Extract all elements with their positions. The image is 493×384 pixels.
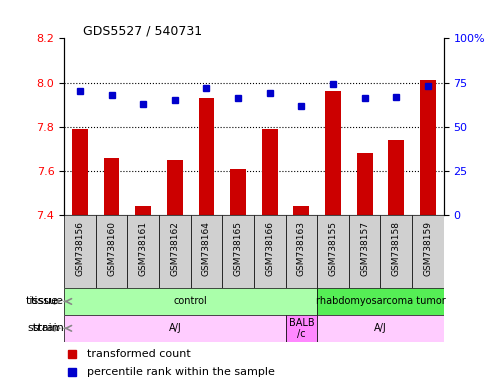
Text: GSM738161: GSM738161: [139, 221, 148, 276]
Bar: [388, 140, 404, 215]
Text: GSM738165: GSM738165: [234, 221, 243, 276]
Text: GSM738157: GSM738157: [360, 221, 369, 276]
Text: strain: strain: [27, 323, 59, 333]
Bar: [199, 98, 214, 215]
Bar: [135, 206, 151, 215]
Bar: [167, 160, 183, 215]
Text: BALB
/c: BALB /c: [288, 318, 314, 339]
Text: tissue: tissue: [31, 296, 64, 306]
Text: transformed count: transformed count: [87, 349, 191, 359]
Bar: [72, 129, 88, 215]
Text: GSM738162: GSM738162: [170, 221, 179, 276]
Bar: [222, 215, 254, 288]
Text: GSM738156: GSM738156: [75, 221, 84, 276]
Text: percentile rank within the sample: percentile rank within the sample: [87, 366, 275, 377]
Text: GSM738158: GSM738158: [392, 221, 401, 276]
Bar: [104, 157, 119, 215]
Bar: [325, 91, 341, 215]
Text: GSM738164: GSM738164: [202, 221, 211, 276]
Bar: [285, 315, 317, 342]
Text: GSM738159: GSM738159: [423, 221, 432, 276]
Bar: [230, 169, 246, 215]
Bar: [420, 80, 436, 215]
Text: GSM738160: GSM738160: [107, 221, 116, 276]
Bar: [262, 129, 278, 215]
Text: control: control: [174, 296, 208, 306]
Bar: [317, 315, 444, 342]
Text: GSM738166: GSM738166: [265, 221, 274, 276]
Bar: [293, 206, 309, 215]
Text: GSM738155: GSM738155: [328, 221, 338, 276]
Bar: [254, 215, 285, 288]
Text: tissue: tissue: [26, 296, 59, 306]
Text: strain: strain: [32, 323, 64, 333]
Bar: [317, 288, 444, 315]
Text: GDS5527 / 540731: GDS5527 / 540731: [83, 24, 202, 37]
Bar: [127, 215, 159, 288]
Bar: [64, 315, 285, 342]
Bar: [64, 288, 317, 315]
Text: GSM738163: GSM738163: [297, 221, 306, 276]
Text: A/J: A/J: [169, 323, 181, 333]
Bar: [381, 215, 412, 288]
Bar: [285, 215, 317, 288]
Text: rhabdomyosarcoma tumor: rhabdomyosarcoma tumor: [316, 296, 445, 306]
Bar: [159, 215, 191, 288]
Bar: [96, 215, 127, 288]
Bar: [357, 153, 373, 215]
Bar: [64, 215, 96, 288]
Bar: [191, 215, 222, 288]
Bar: [349, 215, 381, 288]
Text: A/J: A/J: [374, 323, 387, 333]
Bar: [412, 215, 444, 288]
Bar: [317, 215, 349, 288]
